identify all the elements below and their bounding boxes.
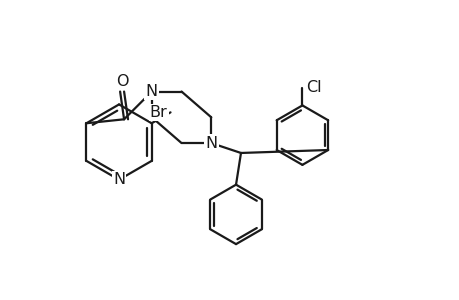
Text: N: N xyxy=(146,84,157,99)
Text: Br: Br xyxy=(150,105,167,120)
Text: O: O xyxy=(116,74,128,89)
Text: Cl: Cl xyxy=(306,80,321,95)
Text: N: N xyxy=(205,136,217,151)
Text: N: N xyxy=(113,172,125,187)
